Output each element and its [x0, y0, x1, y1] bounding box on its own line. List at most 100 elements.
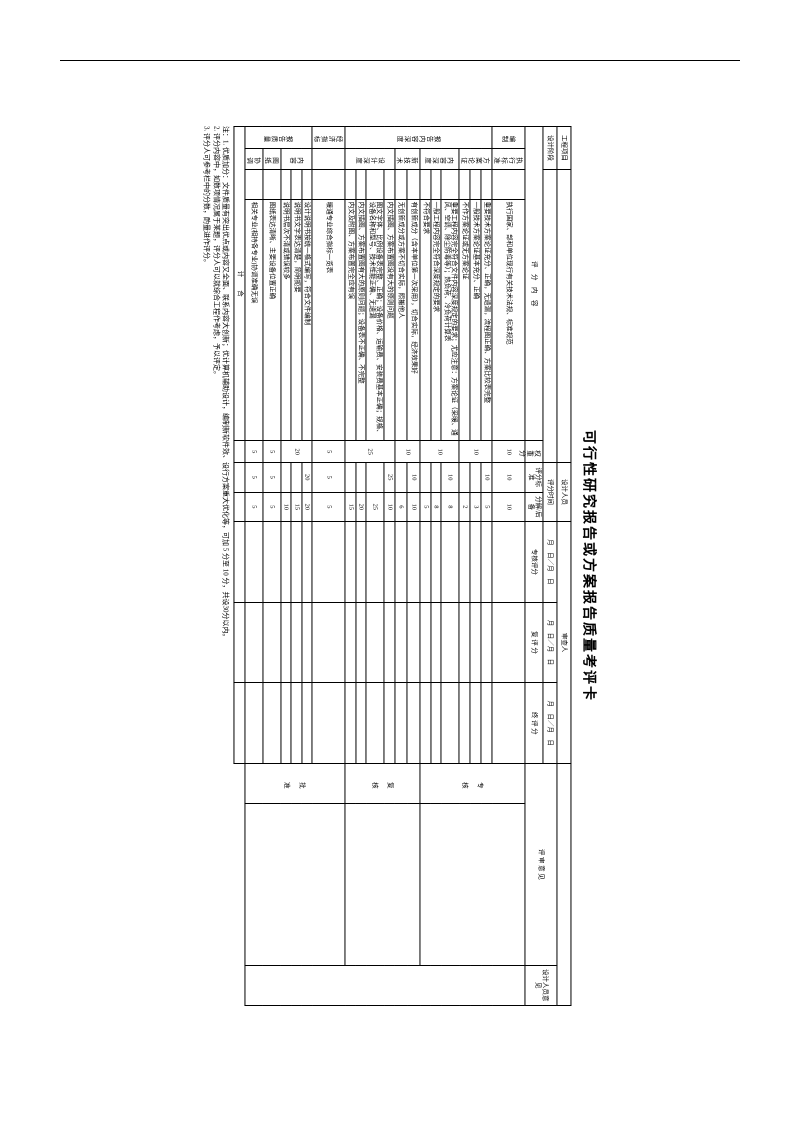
score-cell	[407, 522, 420, 603]
row-num	[281, 170, 291, 200]
score-cell	[245, 522, 263, 603]
content-cell: 重要工程内容完全符合文件内容深度规定的要求；尤应注意：方案论证（采暖、通风、空调…	[441, 199, 459, 441]
score-cell	[345, 602, 355, 683]
item-score-cell	[366, 462, 384, 492]
header-row-1: 工程项目 设计人员 审查人	[557, 127, 571, 1006]
score-cell	[312, 602, 345, 683]
content-cell: 内文插图、方案布置图没有大的原则问题	[384, 199, 394, 441]
item-score-header: 评分标准	[525, 462, 543, 492]
score-cell	[395, 602, 408, 683]
score-cell	[420, 522, 430, 603]
score-cell	[395, 522, 408, 603]
sub-score-cell: 15	[345, 492, 355, 522]
sub-score-cell: 10	[407, 492, 420, 522]
note-1: 注：1. 优质加分：文件质量有突出优点或内容又全面、联系内容大创新；优计算机辅助…	[220, 126, 230, 1006]
weight-header: 权重分	[525, 441, 543, 463]
weight-cell: 10	[459, 441, 492, 463]
score-cell	[481, 522, 492, 603]
stage-label: 设计阶段	[543, 127, 557, 170]
total-std1	[234, 462, 244, 492]
group-name-cell: 设计深度	[345, 148, 394, 170]
sub-score-cell: 5	[420, 492, 430, 522]
item-score-cell	[420, 462, 430, 492]
total-final	[234, 683, 244, 764]
row-num	[459, 170, 470, 200]
score-cell	[281, 683, 291, 764]
sub-score-cell: 10	[492, 492, 525, 522]
category-cell: 报告质量	[245, 127, 312, 149]
score-cell	[312, 683, 345, 764]
item-score-cell: 5	[263, 462, 281, 492]
item-score-cell: 10	[407, 462, 420, 492]
content-cell: 一般技术方案论证基本充分、正确	[470, 199, 481, 441]
row-num	[492, 170, 525, 200]
score-cell	[356, 602, 366, 683]
project-value	[557, 170, 571, 463]
opinion-cell	[345, 804, 420, 965]
item-score-cell: 20	[302, 462, 312, 492]
score-cell	[459, 602, 470, 683]
score-cell	[470, 522, 481, 603]
weight-cell: 5	[245, 441, 263, 463]
score-cell	[302, 602, 312, 683]
sub-score-cell: 10	[281, 492, 291, 522]
item-score-cell	[291, 462, 301, 492]
designer-label: 设计人员	[557, 462, 571, 521]
score-cell	[263, 522, 281, 603]
sub-score-cell: 10	[384, 492, 394, 522]
score-cell	[345, 522, 355, 603]
content-cell: 无创新成分或方案不切合实际，照搬他人	[395, 199, 408, 441]
score-cell	[459, 683, 470, 764]
total-label: 计 合	[234, 127, 244, 441]
table-row: 编制执行标准执行国家、部和单位现行有关技术法规、标准规范101010专 核	[492, 127, 525, 1006]
score-cell	[291, 683, 301, 764]
score-cell	[492, 683, 525, 764]
row-num	[312, 170, 345, 200]
score-cell	[407, 602, 420, 683]
group-name-cell: 内容深度	[420, 148, 459, 170]
total-std2	[234, 492, 244, 522]
group-name-cell: 图纸	[263, 148, 281, 170]
total-recheck	[234, 602, 244, 683]
date3: 月 日／月 日	[543, 683, 557, 764]
content-cell: 图纸表达清晰、主要设备位置正确	[263, 199, 281, 441]
group-name-cell: 新技术	[395, 148, 421, 170]
score-cell	[441, 683, 459, 764]
sub-score-cell: 25	[366, 492, 384, 522]
stage-cell: 复 核	[345, 764, 420, 804]
note-2: 2. 评分内容中，如数项情况属于某题，评分人可以就综合工程作考虑，予以评定。	[210, 126, 220, 1006]
final-header: 终 评 分	[525, 683, 543, 764]
sub-score-cell: 2	[459, 492, 470, 522]
row-num	[291, 170, 301, 200]
score-cell	[281, 602, 291, 683]
sub-score-cell: 5	[263, 492, 281, 522]
item-score-cell: 10	[481, 462, 492, 492]
content-cell: 一般工程内容完全符合深度规定的要求	[431, 199, 441, 441]
score-cell	[420, 602, 430, 683]
content-cell: 不作方案论证或无方案论证	[459, 199, 470, 441]
content-cell: 有创新成分（含本单位第一次采用），切合实际，经济效果好	[407, 199, 420, 441]
score-cell	[481, 602, 492, 683]
row-num	[470, 170, 481, 200]
score-cell	[366, 602, 384, 683]
score-cell	[492, 602, 525, 683]
designer-feedback-header: 设计人员意见	[525, 965, 557, 1005]
table-row: 经济指标暖通专业综合指标一览表555批 准	[312, 127, 345, 1006]
sub-score-cell: 5	[245, 492, 263, 522]
content-cell: 说明书层次不清或错误较多	[281, 199, 291, 441]
score-cell	[291, 602, 301, 683]
score-cell	[281, 522, 291, 603]
reviewer-value	[557, 764, 571, 1006]
evaluation-form: 可行性研究报告或方案报告质量考评卡 工程项目 设计人员 审查人 设计阶段 评分时…	[201, 126, 600, 1006]
group-name-cell: 方案论证	[459, 148, 492, 170]
row-num	[481, 170, 492, 200]
item-sub-header: 分解/后备	[525, 492, 543, 522]
row-num	[384, 170, 394, 200]
weight-cell: 25	[345, 441, 394, 463]
score-cell	[470, 602, 481, 683]
score-time-label: 评分时间	[543, 462, 557, 521]
table-row: 新技术有创新成分（含本单位第一次采用），切合实际，经济效果好101010复 核	[407, 127, 420, 1006]
project-label: 工程项目	[557, 127, 571, 170]
score-cell	[384, 522, 394, 603]
row-num	[407, 170, 420, 200]
